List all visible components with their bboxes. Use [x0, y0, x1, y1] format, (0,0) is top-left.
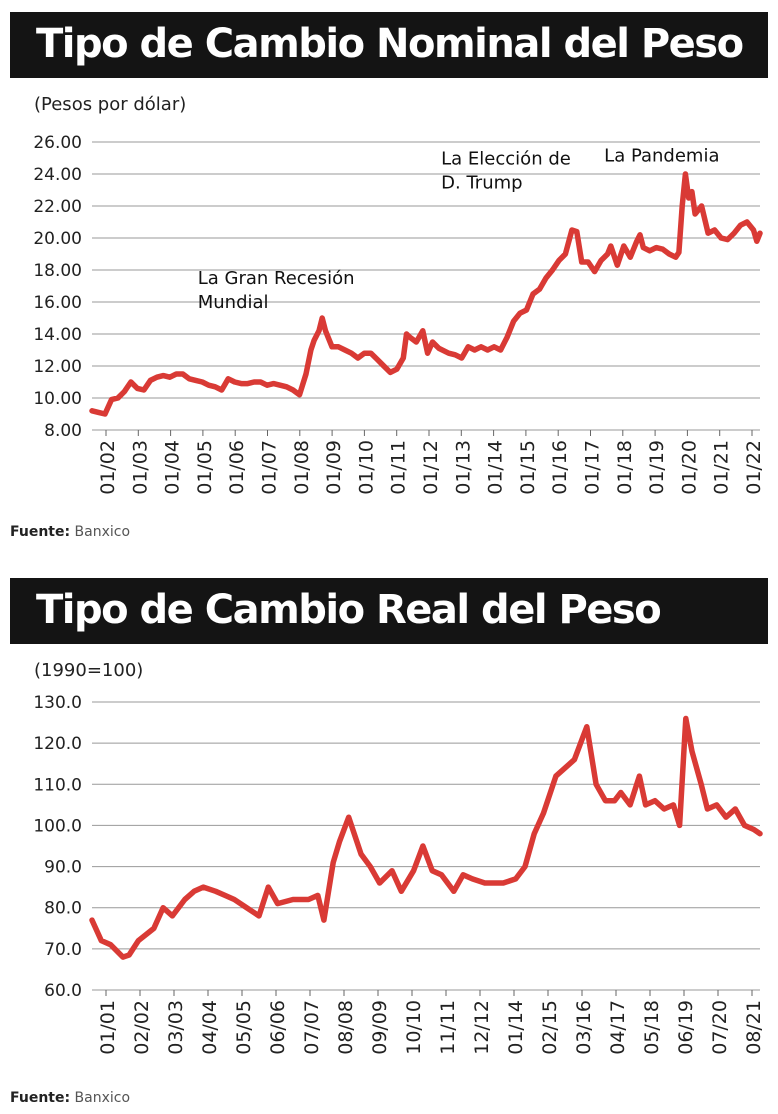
y-tick-label: 26.00 — [33, 133, 82, 153]
x-tick-label: 01/07 — [259, 440, 281, 495]
y-tick-label: 60.0 — [44, 981, 82, 1001]
x-tick-label: 01/10 — [355, 440, 377, 495]
y-tick-label: 70.0 — [44, 940, 82, 960]
x-tick-label: 07/20 — [709, 1000, 731, 1055]
y-tick-label: 14.00 — [33, 325, 82, 345]
y-tick-label: 80.0 — [44, 899, 82, 919]
chart2-unit-label: (1990=100) — [34, 660, 144, 681]
x-tick-label: 01/20 — [678, 440, 700, 495]
x-tick-label: 01/13 — [452, 440, 474, 495]
x-tick-label: 01/21 — [711, 440, 733, 495]
x-tick-label: 01/03 — [129, 440, 151, 495]
x-tick-label: 01/04 — [162, 440, 184, 495]
series-line — [89, 715, 763, 960]
chart1-plot: 8.00 10.00 12.00 14.00 16.00 18.00 20.00 22.00 2… — [33, 133, 765, 495]
x-tick-label: 09/09 — [369, 1000, 391, 1055]
x-tick-label: 01/22 — [743, 440, 765, 495]
chart1-source: Fuente: Banxico — [10, 524, 130, 540]
x-tick-label: 01/19 — [646, 440, 668, 495]
x-tick-label: 08/08 — [335, 1000, 357, 1055]
y-tick-label: 10.00 — [33, 389, 82, 409]
annotation-label: La Elección de — [441, 148, 571, 169]
x-tick-label: 02/02 — [131, 1000, 153, 1055]
annotation-label: Mundial — [198, 292, 269, 313]
x-tick-label: 01/08 — [291, 440, 313, 495]
x-tick-label: 06/06 — [267, 1000, 289, 1055]
x-tick-label: 01/06 — [226, 440, 248, 495]
y-tick-label: 22.00 — [33, 197, 82, 217]
x-tick-label: 04/17 — [607, 1000, 629, 1055]
source-value: Banxico — [74, 1090, 131, 1106]
x-tick-label: 01/15 — [517, 440, 539, 495]
chart1-title: Tipo de Cambio Nominal del Peso — [10, 12, 768, 78]
y-tick-label: 120.0 — [33, 734, 82, 754]
x-tick-label: 01/12 — [420, 440, 442, 495]
x-tick-label: 12/12 — [471, 1000, 493, 1055]
source-label: Fuente: — [10, 524, 71, 540]
source-value: Banxico — [74, 524, 131, 540]
x-tick-label: 05/05 — [233, 1000, 255, 1055]
x-tick-label: 10/10 — [403, 1000, 425, 1055]
x-tick-label: 07/07 — [301, 1000, 323, 1055]
source-label: Fuente: — [10, 1090, 71, 1106]
y-tick-label: 12.00 — [33, 357, 82, 377]
x-tick-label: 01/05 — [194, 440, 216, 495]
chart2-source: Fuente: Banxico — [10, 1090, 130, 1106]
x-tick-label: 11/11 — [437, 1000, 459, 1055]
y-tick-label: 90.0 — [44, 858, 82, 878]
series-line — [89, 171, 763, 417]
x-tick-label: 03/03 — [165, 1000, 187, 1055]
chart2-plot: 60.0 70.0 80.0 90.0 100.0 110.0 120.0 130.0 01/0… — [33, 693, 765, 1055]
y-tick-label: 8.00 — [44, 421, 82, 441]
x-tick-label: 01/16 — [549, 440, 571, 495]
y-tick-label: 18.00 — [33, 261, 82, 281]
x-tick-label: 01/11 — [388, 440, 410, 495]
x-tick-label: 01/09 — [323, 440, 345, 495]
x-tick-label: 02/15 — [539, 1000, 561, 1055]
chart1-unit-label: (Pesos por dólar) — [34, 94, 187, 115]
y-tick-label: 20.00 — [33, 229, 82, 249]
x-tick-label: 03/16 — [573, 1000, 595, 1055]
annotation-label: D. Trump — [441, 172, 522, 193]
x-tick-label: 01/01 — [97, 1000, 119, 1055]
x-tick-label: 06/19 — [675, 1000, 697, 1055]
x-tick-label: 01/18 — [614, 440, 636, 495]
x-tick-label: 05/18 — [641, 1000, 663, 1055]
chart2-title: Tipo de Cambio Real del Peso — [10, 578, 768, 644]
x-tick-label: 08/21 — [743, 1000, 765, 1055]
y-tick-label: 110.0 — [33, 775, 82, 795]
y-tick-label: 16.00 — [33, 293, 82, 313]
y-tick-label: 100.0 — [33, 816, 82, 836]
x-tick-label: 04/04 — [199, 1000, 221, 1055]
x-tick-label: 01/02 — [97, 440, 119, 495]
annotation-label: La Pandemia — [604, 146, 719, 167]
y-tick-label: 24.00 — [33, 165, 82, 185]
x-tick-label: 01/14 — [485, 440, 507, 495]
x-tick-label: 01/17 — [582, 440, 604, 495]
annotation-label: La Gran Recesión — [198, 268, 355, 289]
y-tick-label: 130.0 — [33, 693, 82, 713]
x-tick-label: 01/14 — [505, 1000, 527, 1055]
